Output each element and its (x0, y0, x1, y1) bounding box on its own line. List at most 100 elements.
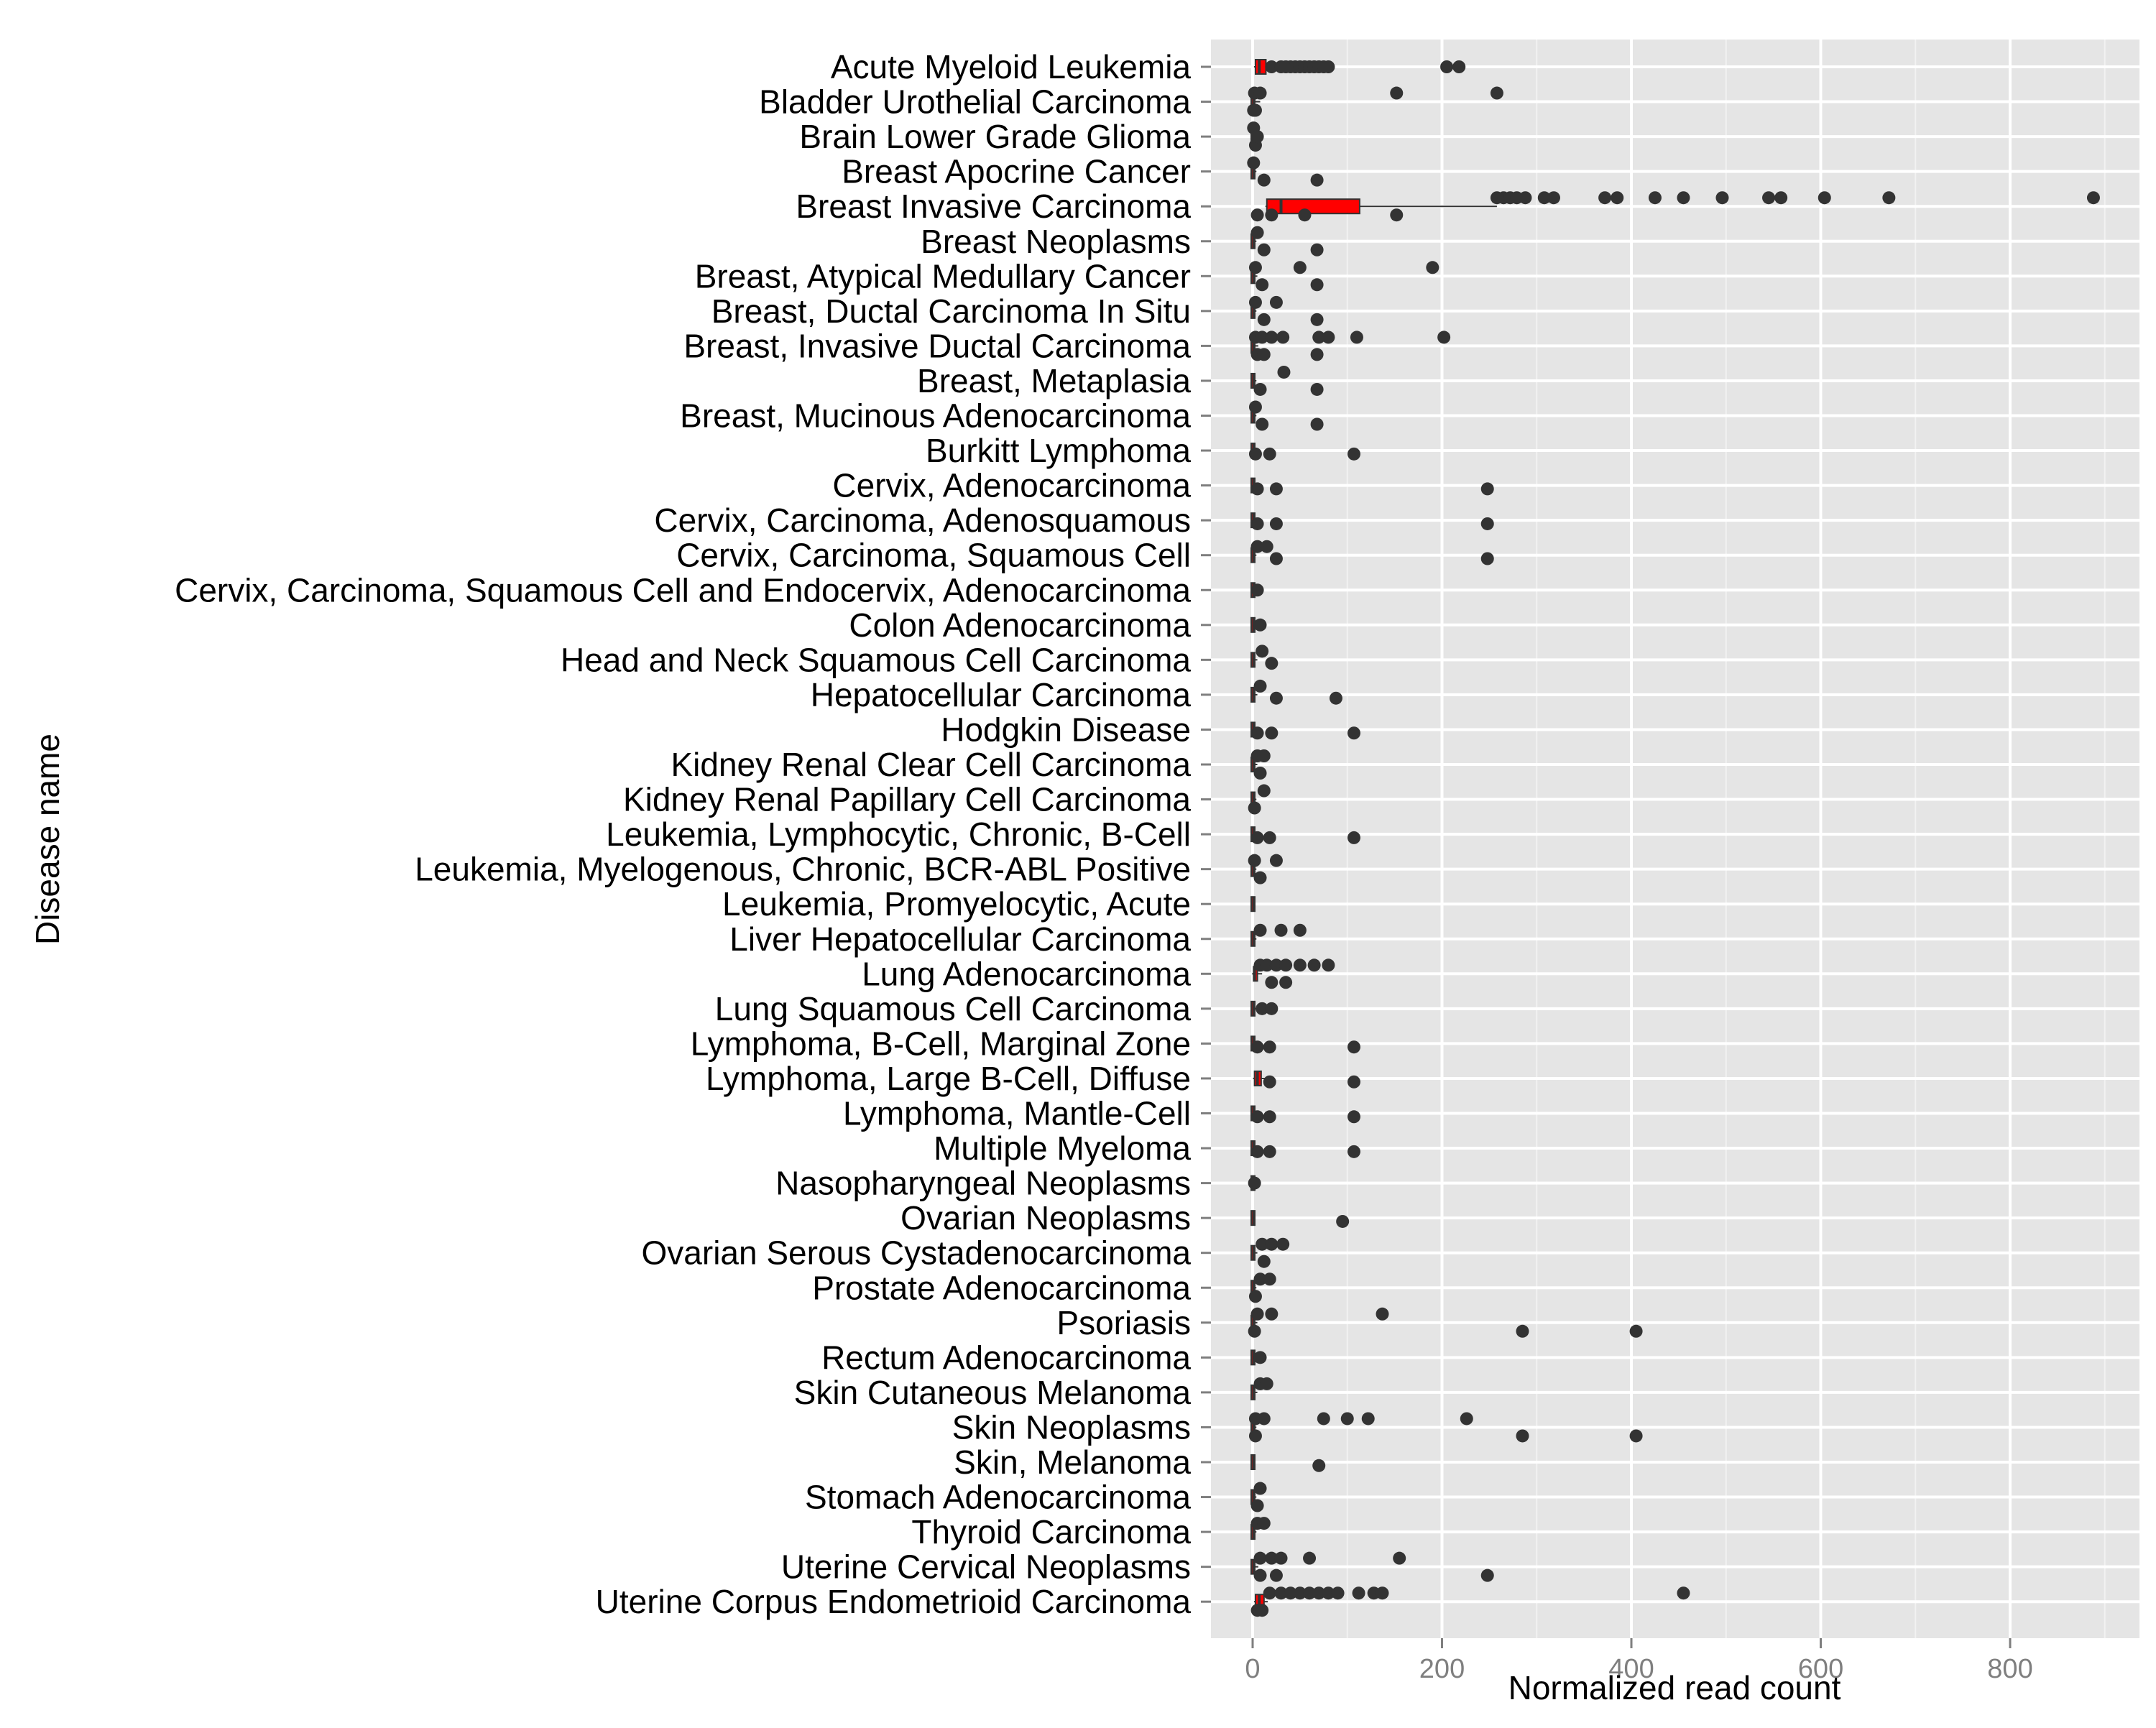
outlier-point (1265, 726, 1279, 740)
outlier-point (1263, 1040, 1276, 1054)
box-26 (1250, 930, 1257, 947)
box-35 (1250, 1244, 1258, 1261)
outlier-point (1347, 447, 1360, 461)
outlier-point (1312, 1459, 1326, 1472)
outlier-point (1250, 831, 1264, 844)
outlier-point (1253, 382, 1267, 396)
x-tick-label: 0 (1245, 1654, 1260, 1684)
outlier-point (2086, 191, 2100, 205)
outlier-point (1310, 278, 1324, 292)
y-axis-title: Disease name (29, 734, 66, 945)
outlier-point (1882, 191, 1896, 205)
outlier-point (1265, 1551, 1279, 1565)
outlier-point (1347, 1145, 1360, 1158)
outlier-point (1253, 86, 1267, 100)
category-label: Acute Myeloid Leukemia (831, 48, 1192, 86)
category-label: Nasopharyngeal Neoplasms (775, 1165, 1191, 1202)
outlier-point (1293, 923, 1307, 937)
outlier-point (1277, 365, 1291, 379)
outlier-point (1677, 191, 1690, 205)
outlier-point (1248, 854, 1261, 867)
box-18 (1250, 652, 1258, 668)
outlier-point (1257, 1255, 1271, 1268)
outlier-point (1437, 331, 1451, 344)
outlier-point (1426, 261, 1439, 274)
box-iqr (1266, 198, 1360, 215)
outlier-point (1331, 1586, 1345, 1600)
x-tick-label: 600 (1798, 1654, 1843, 1684)
outlier-point (1629, 1429, 1643, 1443)
outlier-point (1274, 1586, 1288, 1600)
outlier-point (1269, 958, 1283, 972)
outlier-point (1250, 1110, 1264, 1124)
outlier-point (1256, 1604, 1269, 1617)
outlier-point (1322, 1586, 1335, 1600)
outlier-point (1256, 1237, 1269, 1251)
category-label: Leukemia, Lymphocytic, Chronic, B-Cell (606, 816, 1191, 853)
category-label: Leukemia, Myelogenous, Chronic, BCR-ABL … (415, 851, 1191, 888)
outlier-point (1247, 156, 1261, 170)
outlier-point (1312, 331, 1326, 344)
outlier-point (1293, 1586, 1307, 1600)
outlier-point (1265, 1237, 1279, 1251)
outlier-point (1265, 60, 1279, 73)
outlier-point (1390, 86, 1404, 100)
outlier-point (1253, 679, 1267, 693)
outlier-point (1257, 313, 1271, 326)
category-label: Psoriasis (1056, 1304, 1191, 1341)
outlier-point (1248, 447, 1262, 461)
outlier-point (1274, 1551, 1288, 1565)
outlier-point (1347, 831, 1360, 844)
outlier-point (1257, 749, 1271, 762)
outlier-point (1480, 482, 1494, 496)
outlier-point (1347, 1075, 1360, 1089)
category-label: Lung Squamous Cell Carcinoma (715, 990, 1192, 1027)
category-label: Kidney Renal Clear Cell Carcinoma (671, 746, 1191, 783)
outlier-point (1279, 976, 1293, 989)
outlier-point (1307, 958, 1321, 972)
outlier-point (1250, 517, 1264, 530)
outlier-point (1340, 1412, 1354, 1426)
outlier-point (1598, 191, 1612, 205)
box-34 (1250, 1210, 1256, 1226)
outlier-point (1347, 726, 1360, 740)
category-label: Thyroid Carcinoma (911, 1513, 1191, 1551)
outlier-point (1260, 1377, 1273, 1390)
outlier-point (1265, 657, 1279, 670)
category-label: Uterine Corpus Endometrioid Carcinoma (596, 1583, 1192, 1620)
box-1 (1253, 59, 1269, 75)
outlier-point (1250, 208, 1264, 222)
outlier-point (1322, 331, 1335, 344)
plot-panel (1211, 40, 2139, 1638)
outlier-point (1393, 1551, 1406, 1565)
outlier-point (1263, 1586, 1276, 1600)
outlier-point (1265, 1307, 1279, 1321)
outlier-point (1260, 958, 1273, 972)
outlier-point (1250, 540, 1264, 553)
outlier-point (1329, 691, 1342, 705)
outlier-point (1250, 482, 1264, 496)
outlier-point (1269, 482, 1283, 496)
category-label: Lymphoma, Mantle-Cell (843, 1095, 1191, 1132)
outlier-point (1248, 1176, 1261, 1190)
outlier-point (1390, 208, 1404, 222)
outlier-point (1537, 191, 1551, 205)
category-label: Breast, Metaplasia (917, 362, 1191, 399)
outlier-point (1276, 331, 1290, 344)
outlier-point (1269, 854, 1283, 867)
outlier-point (1253, 871, 1267, 884)
outlier-point (1547, 191, 1560, 205)
category-label: Leukemia, Promyelocytic, Acute (722, 885, 1191, 923)
outlier-point (1648, 191, 1662, 205)
outlier-point (1253, 1351, 1267, 1364)
box-44 (1250, 1558, 1258, 1575)
outlier-point (1265, 1002, 1279, 1015)
outlier-point (1269, 1568, 1283, 1582)
outlier-point (1248, 1324, 1261, 1338)
outlier-point (1361, 1412, 1375, 1426)
outlier-point (1310, 382, 1324, 396)
outlier-point (1263, 447, 1276, 461)
outlier-point (1253, 923, 1267, 937)
outlier-point (1376, 1586, 1389, 1600)
